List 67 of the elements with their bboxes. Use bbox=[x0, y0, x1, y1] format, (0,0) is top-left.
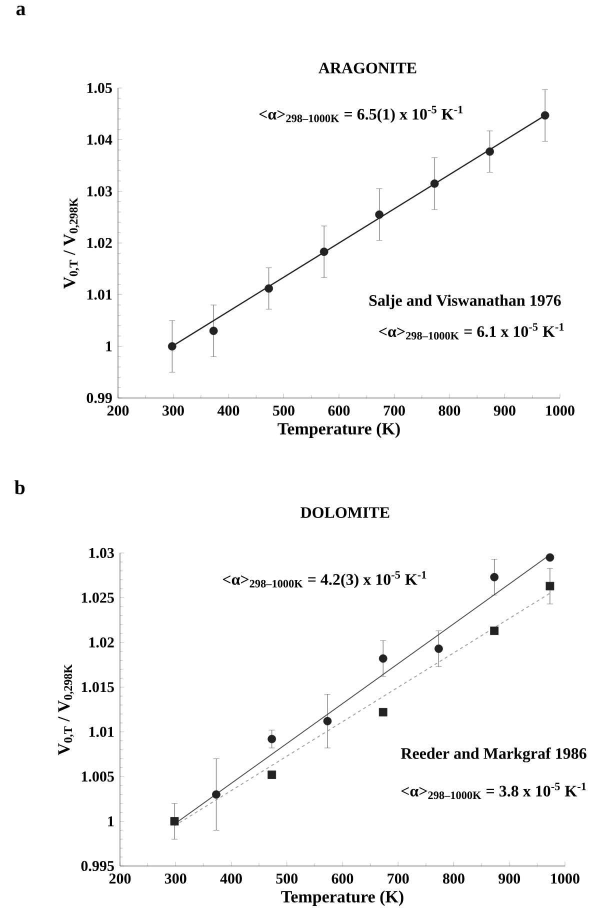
annotation: <α>$_{298–1000K}$ = 6.5(1) x 10$^{-5}$ K$^{-1}$ bbox=[259, 106, 463, 123]
annotation: Salje and Viswanathan 1976 bbox=[369, 294, 561, 310]
point bbox=[268, 770, 276, 779]
chart-title: DOLOMITE bbox=[300, 507, 390, 518]
x-tick-label: 400 bbox=[220, 874, 242, 884]
y-tick-label: 0.995 bbox=[81, 860, 114, 872]
point bbox=[268, 734, 276, 744]
point bbox=[375, 210, 384, 219]
x-tick-label: 600 bbox=[328, 406, 350, 416]
x-tick-label: 1000 bbox=[551, 874, 580, 884]
x-tick-label: 700 bbox=[384, 406, 405, 416]
x-tick-label: 300 bbox=[164, 874, 186, 884]
y-axis-title: V$_{0,T}$ / V$_{0,298K}$ bbox=[64, 198, 80, 289]
x-tick-label: 900 bbox=[498, 874, 520, 884]
x-tick-label: 800 bbox=[442, 874, 464, 884]
y-tick-label: 1.05 bbox=[87, 82, 112, 94]
point bbox=[540, 111, 550, 120]
point bbox=[209, 326, 218, 336]
x-tick-label: 900 bbox=[494, 406, 516, 416]
point bbox=[264, 284, 274, 293]
x-tick-label: 500 bbox=[276, 874, 298, 884]
y-tick-label: 0.99 bbox=[86, 392, 112, 404]
point bbox=[546, 582, 554, 590]
chart-title: ARAGONITE bbox=[318, 62, 416, 74]
y-tick-label: 1.015 bbox=[82, 682, 114, 692]
y-tick-label: 1 bbox=[106, 341, 112, 352]
point bbox=[378, 654, 388, 663]
y-tick-label: 1.01 bbox=[87, 290, 112, 300]
x-tick-label: 200 bbox=[109, 874, 131, 884]
point bbox=[546, 553, 554, 562]
annotation: <α>$_{298–1000K}$ = 4.2(3) x 10$^{-5}$ K$^{-1}$ bbox=[222, 571, 426, 588]
y-tick-label: 1.02 bbox=[87, 238, 112, 248]
y-tick-label: 1 bbox=[108, 816, 114, 826]
x-tick-label: 1000 bbox=[546, 406, 574, 416]
annotation: <α>$_{298–1000K}$ = 6.1 x 10$^{-5}$ K$^{-1}$ bbox=[379, 323, 564, 340]
x-tick-label: 300 bbox=[162, 406, 184, 416]
point bbox=[378, 708, 388, 716]
y-tick-label: 1.04 bbox=[87, 134, 112, 145]
point bbox=[486, 147, 494, 156]
point bbox=[170, 817, 179, 826]
point bbox=[323, 716, 332, 726]
point bbox=[212, 790, 220, 799]
x-tick-label: 600 bbox=[332, 874, 354, 884]
point bbox=[430, 179, 439, 188]
x-tick-label: 800 bbox=[438, 406, 460, 416]
x-axis-title: Temperature (K) bbox=[278, 422, 400, 438]
point bbox=[434, 644, 443, 653]
text: b bbox=[14, 480, 25, 494]
y-tick-label: 1.02 bbox=[89, 637, 114, 648]
x-tick-label: 400 bbox=[217, 406, 240, 416]
x-tick-label: 500 bbox=[273, 406, 294, 416]
x-tick-label: 700 bbox=[388, 874, 409, 884]
point bbox=[490, 572, 499, 582]
point bbox=[320, 248, 328, 256]
annotation: <α>$_{298–1000K}$ = 3.8 x 10$^{-5}$ K$^{-1}$ bbox=[401, 782, 586, 800]
point bbox=[490, 626, 499, 636]
y-tick-label: 1.01 bbox=[89, 726, 114, 737]
y-tick-label: 1.025 bbox=[82, 592, 114, 603]
y-tick-label: 1.03 bbox=[87, 186, 112, 196]
y-axis-title: V$_{0,T}$ / V$_{0,298K}$ bbox=[58, 664, 74, 756]
x-axis-title: Temperature (K) bbox=[281, 890, 404, 906]
x-tick-label: 200 bbox=[107, 406, 129, 416]
point bbox=[168, 342, 176, 351]
annotation: Reeder and Markgraf 1986 bbox=[400, 748, 586, 762]
y-tick-label: 1.03 bbox=[89, 548, 114, 558]
y-tick-label: 1.005 bbox=[82, 771, 114, 782]
text: a bbox=[16, 6, 26, 16]
